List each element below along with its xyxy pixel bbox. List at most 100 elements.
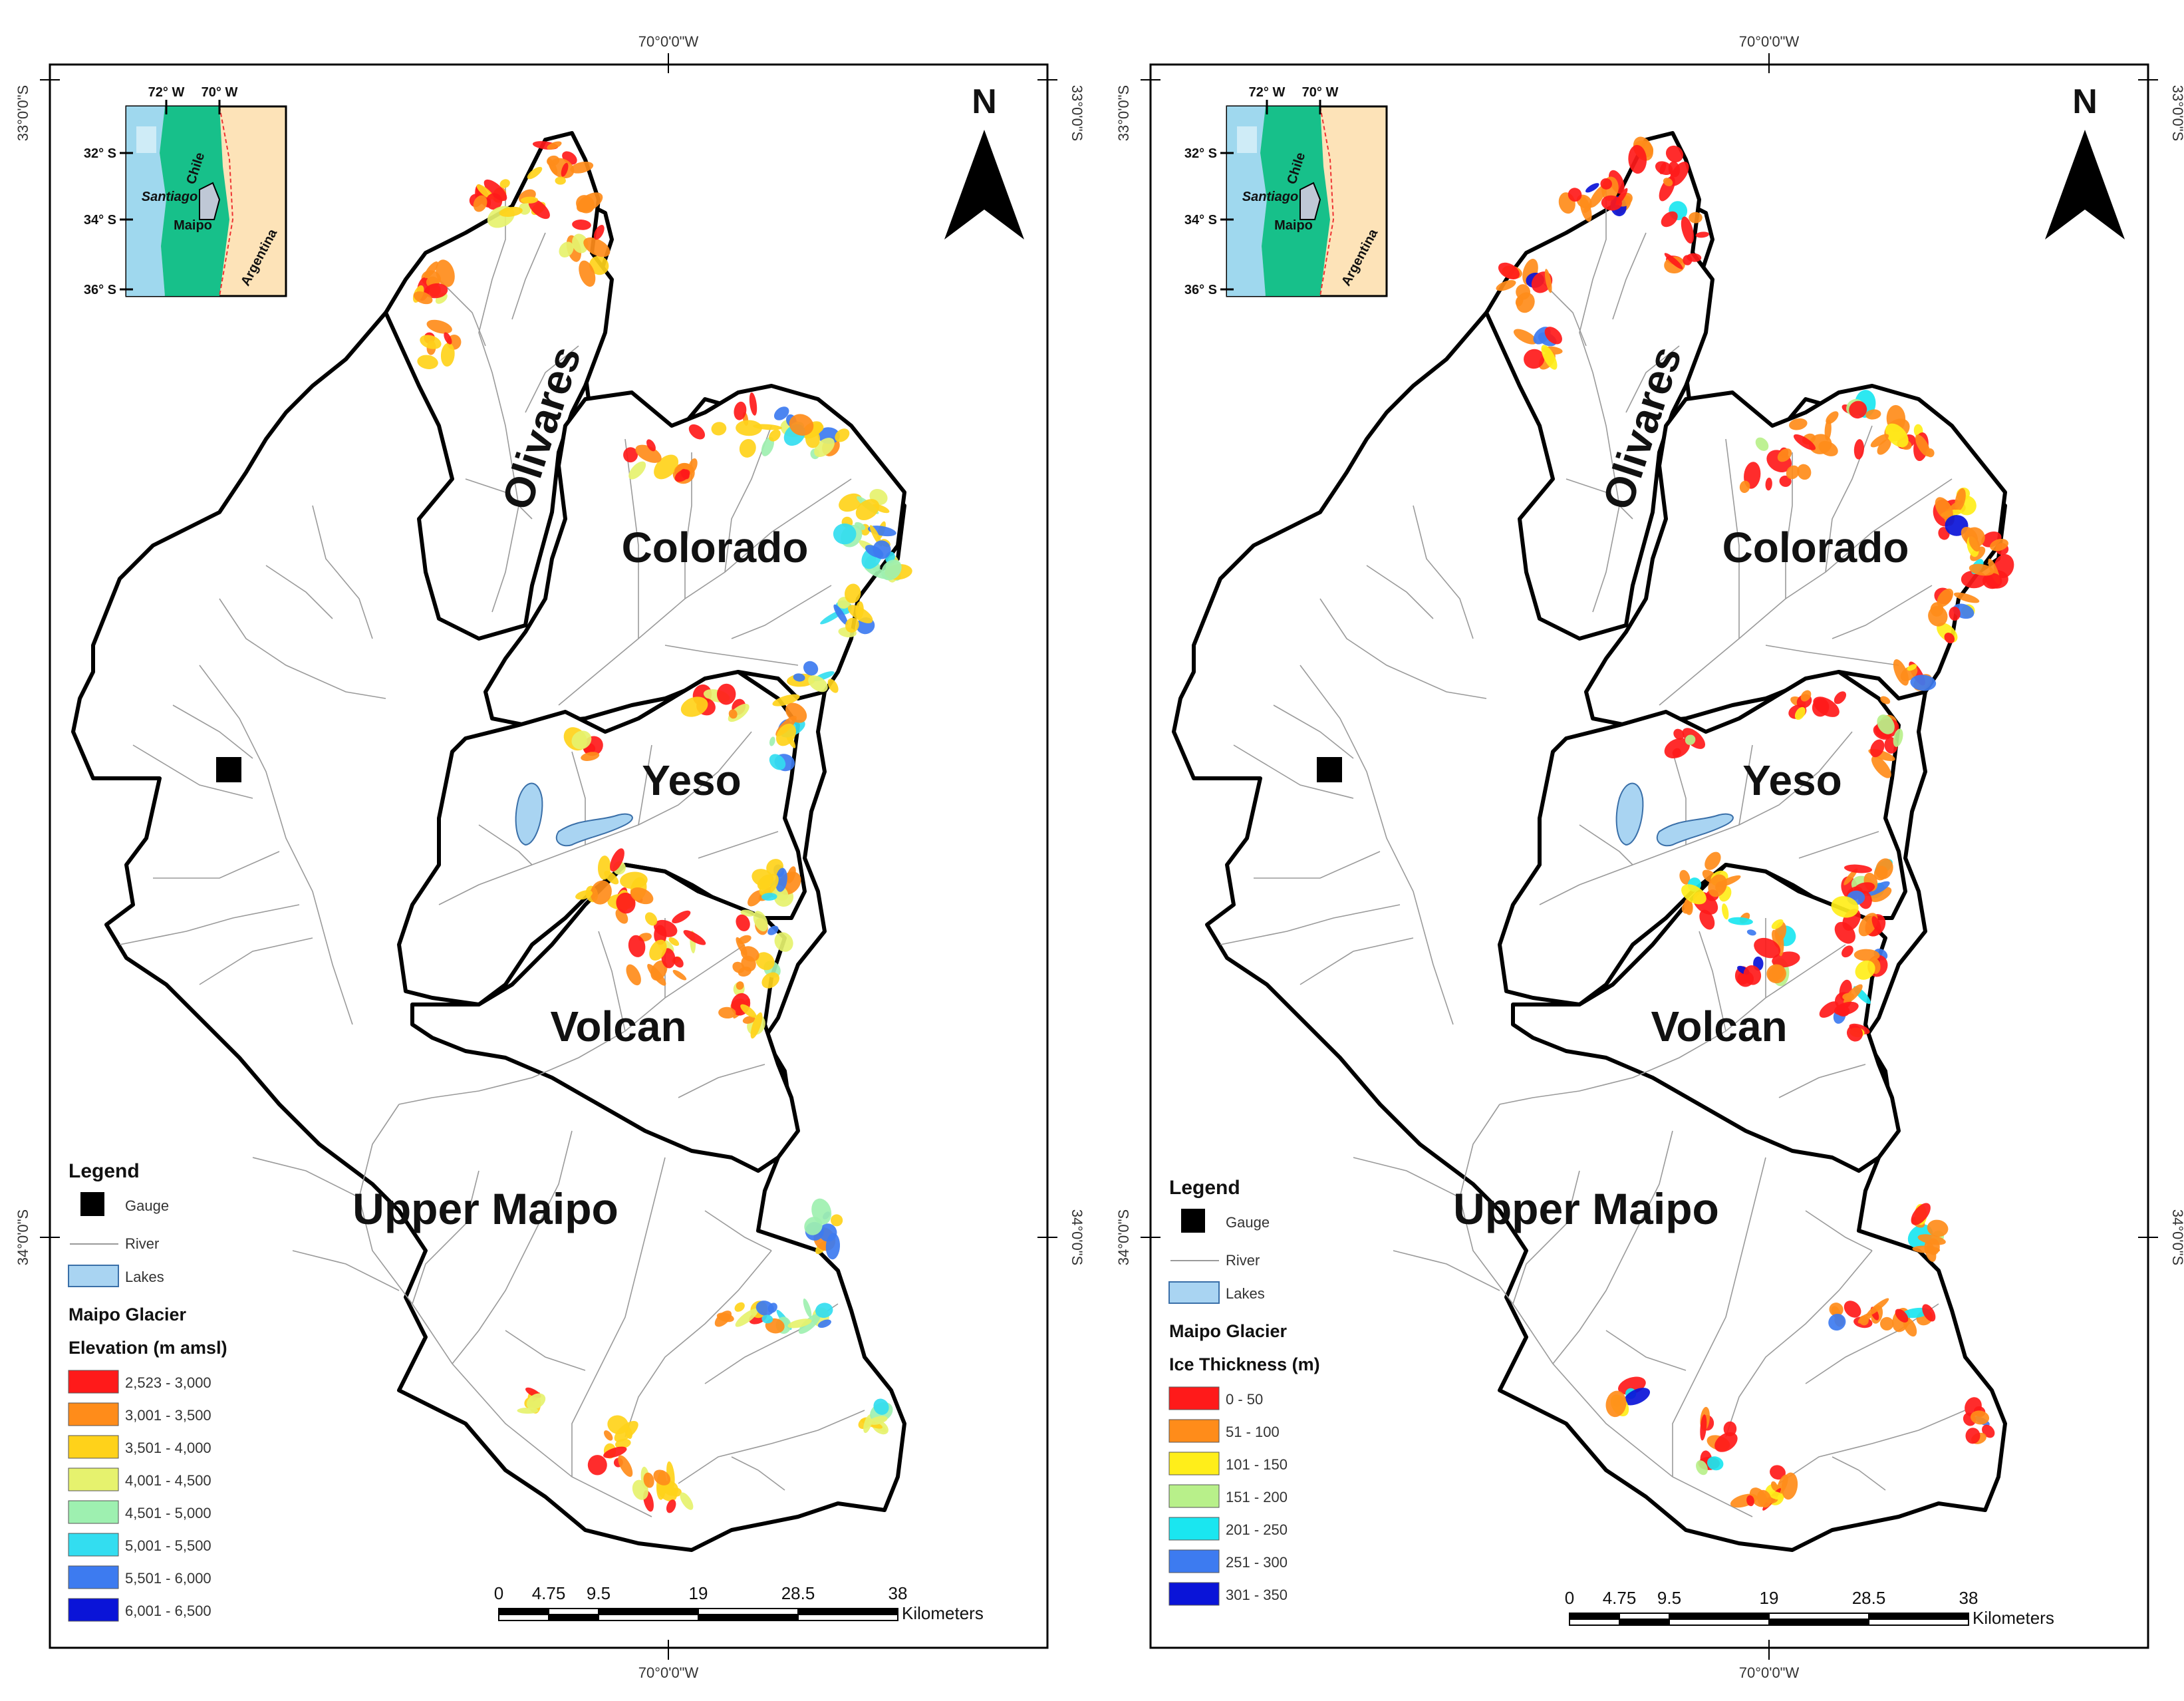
legend-class-label: 51 - 100 [1226,1424,1280,1440]
legend-class-label: 0 - 50 [1226,1391,1263,1408]
legend-class-label: 3,001 - 3,500 [125,1407,211,1424]
legend-class-label: 5,001 - 5,500 [125,1537,211,1554]
legend-glacier-title: Maipo Glacier [1169,1321,1288,1341]
inset-maipo-basin [1299,182,1321,220]
north-label: N [972,82,997,121]
north-label: N [2072,82,2098,121]
scale-unit-label: Kilometers [902,1603,984,1623]
basin-label-colorado: Colorado [622,524,809,571]
inset-lon-label: 72° W [148,85,185,100]
legend-gauge-symbol [1181,1209,1205,1233]
lat-label-right-top: 33°0'0"S [1069,85,1085,141]
legend: Legend Gauge River Lakes Maipo Glacier Ice Th… [1168,1177,1320,1606]
map-frame [1149,63,2149,1649]
scale-tick-label: 28.5 [1852,1588,1886,1608]
legend-class-swatch [68,1402,119,1426]
basin-label-volcan: Volcan [1651,1003,1787,1050]
inset-label-maipo: Maipo [1274,218,1313,233]
scale-tick-label: 19 [1760,1588,1779,1608]
scale-tick-label: 4.75 [1603,1588,1637,1608]
glacier-patches [1496,136,2014,1511]
map-frame [49,63,1049,1649]
legend-class-label: 3,501 - 4,000 [125,1440,211,1456]
inset-label-santiago: Santiago [1242,190,1298,204]
legend-class-label: 6,001 - 6,500 [125,1603,211,1619]
lat-label-left-mid: 34°0'0"S [1115,1209,1132,1265]
basin-label-upper-maipo: Upper Maipo [1453,1184,1719,1233]
glacier-patches [412,141,912,1513]
legend-class-label: 101 - 150 [1226,1456,1288,1473]
lat-label-right-mid: 34°0'0"S [2169,1209,2184,1265]
legend-gauge-label: Gauge [125,1197,169,1214]
inset-lat-label: 32° S [84,146,116,161]
inset-label-santiago: Santiago [142,190,198,204]
basin-label-colorado: Colorado [1722,524,1909,571]
inset-lon-label: 70° W [202,85,238,100]
legend-class-label: 151 - 200 [1226,1489,1288,1505]
scale-tick-label: 9.5 [587,1583,611,1603]
basin-outlines [1174,133,2005,1550]
inset-label-maipo: Maipo [174,218,212,233]
legend-class-label: 5,501 - 6,000 [125,1570,211,1587]
legend-class-swatch [68,1565,119,1589]
scale-tick-label: 28.5 [781,1583,815,1603]
legend-class-swatch [68,1468,119,1491]
lat-label-left-top: 33°0'0"S [15,85,31,141]
lon-label-top: 70°0'0"W [638,33,699,50]
legend: Legend Gauge River Lakes Maipo Glacier Elevat… [68,1160,227,1622]
scale-tick-label: 9.5 [1657,1588,1681,1608]
legend-class-label: 2,523 - 3,000 [125,1374,211,1391]
lat-label-left-top: 33°0'0"S [1115,85,1132,141]
inset-lon-label: 70° W [1302,85,1339,100]
scale-tick-label: 0 [494,1583,503,1603]
legend-class-swatch [68,1370,119,1394]
legend-class-label: 201 - 250 [1226,1521,1288,1538]
basin-label-yeso: Yeso [642,756,741,804]
legend-class-swatch [1168,1419,1220,1443]
legend-class-swatch [68,1533,119,1557]
inset-lat-label: 34° S [1184,213,1217,228]
scale-tick-label: 19 [689,1583,708,1603]
basin-label-yeso: Yeso [1742,756,1842,804]
legend-glacier-title: Maipo Glacier [68,1305,187,1324]
legend-class-swatch [1168,1517,1220,1541]
legend-class-swatch [1168,1484,1220,1508]
panel-elevation: 70°0'0"W 70°0'0"W 33°0'0"S 33°0'0"S 34°0'0"S… [15,33,1085,1681]
lon-label-bottom: 70°0'0"W [1739,1664,1800,1681]
legend-river-label: River [1226,1252,1260,1269]
legend-river-label: River [125,1235,159,1252]
inset-lat-label: 36° S [1184,283,1217,297]
inset-lat-label: 34° S [84,213,116,228]
inset-lon-label: 72° W [1249,85,1286,100]
legend-class-label: 251 - 300 [1226,1554,1288,1571]
legend-class-label: 301 - 350 [1226,1587,1288,1603]
panel-ice-thickness: 70°0'0"W 70°0'0"W 33°0'0"S 33°0'0"S 34°0'0"S… [1115,33,2184,1681]
inset-lat-label: 36° S [84,283,116,297]
legend-class-swatch [68,1598,119,1622]
north-arrow-icon [2045,130,2125,239]
legend-gauge-label: Gauge [1226,1214,1270,1231]
legend-gauge-symbol [80,1192,104,1216]
legend-class-swatch [1168,1582,1220,1606]
legend-class-swatch [1168,1386,1220,1410]
legend-class-swatch [68,1435,119,1459]
gauge-marker [216,757,241,782]
legend-lakes-label: Lakes [1226,1285,1265,1302]
legend-title: Legend [1169,1177,1240,1199]
legend-title: Legend [68,1160,140,1182]
basin-label-upper-maipo: Upper Maipo [352,1184,618,1233]
lat-label-right-mid: 34°0'0"S [1069,1209,1085,1265]
north-arrow-icon [944,130,1024,239]
scale-unit-label: Kilometers [1973,1608,2054,1628]
scale-tick-label: 0 [1565,1588,1574,1608]
scale-tick-label: 38 [1959,1588,1979,1608]
legend-class-swatch [1168,1452,1220,1475]
legend-class-swatch [68,1500,119,1524]
lon-label-bottom: 70°0'0"W [638,1664,699,1681]
legend-lakes-label: Lakes [125,1269,164,1285]
